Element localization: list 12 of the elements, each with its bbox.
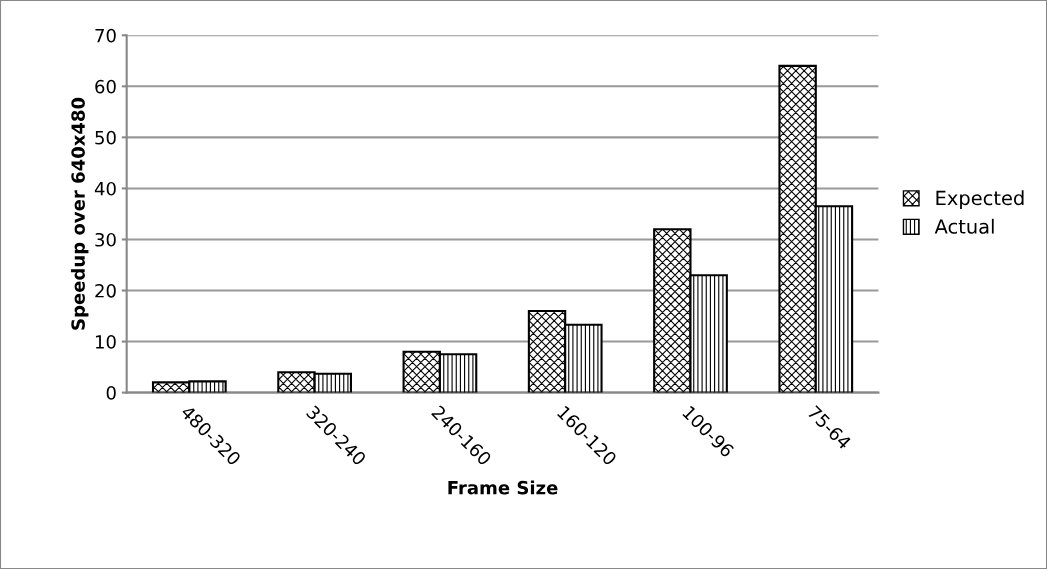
y-tick-label: 20 bbox=[95, 283, 116, 298]
y-tick-label: 70 bbox=[95, 28, 116, 43]
x-axis-title: Frame Size bbox=[448, 480, 558, 495]
y-tick-label: 30 bbox=[95, 232, 116, 247]
legend-label: Expected bbox=[936, 190, 1024, 210]
legend-label: Actual bbox=[934, 218, 994, 234]
y-axis-title: Speedup over 640x480 bbox=[70, 97, 89, 330]
y-tick-label: 0 bbox=[106, 386, 116, 400]
y-tick-label: 10 bbox=[95, 335, 116, 349]
y-tick-label: 40 bbox=[94, 181, 116, 196]
y-tick-label: 50 bbox=[95, 130, 116, 145]
y-tick-label: 60 bbox=[95, 79, 116, 94]
